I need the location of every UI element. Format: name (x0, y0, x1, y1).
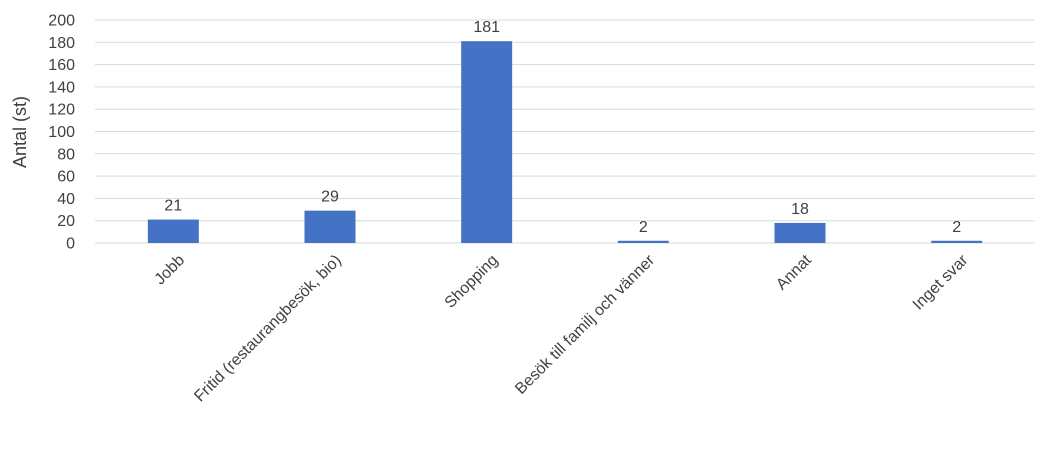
x-category-label: Shopping (442, 252, 502, 312)
y-tick-label: 120 (48, 102, 75, 119)
bar (931, 240, 983, 243)
bar (774, 222, 826, 243)
data-label: 2 (639, 219, 648, 236)
data-label: 21 (164, 198, 182, 215)
y-axis-title: Antal (st) (10, 96, 30, 168)
y-tick-label: 20 (57, 213, 75, 230)
x-category-label: Besök till familj och vänner (512, 251, 658, 397)
bar (461, 41, 513, 244)
x-category-label: Fritid (restaurangbesök, bio) (191, 252, 345, 406)
bar (147, 219, 199, 243)
data-label: 18 (791, 201, 809, 218)
data-label: 2 (952, 219, 961, 236)
y-tick-label: 60 (57, 169, 75, 186)
y-tick-label: 140 (48, 79, 75, 96)
y-tick-label: 200 (48, 13, 75, 30)
data-label: 181 (473, 19, 500, 36)
data-labels: 21 29 181 2 18 2 (164, 19, 961, 236)
x-category-label: Annat (773, 251, 815, 293)
x-category-label: Jobb (152, 252, 189, 289)
x-axis-category-labels: Jobb Fritid (restaurangbesök, bio) Shoppin… (152, 251, 972, 405)
y-tick-label: 100 (48, 124, 75, 141)
y-tick-label: 180 (48, 35, 75, 52)
x-category-label: Inget svar (910, 251, 972, 313)
bar (617, 240, 669, 243)
y-tick-label: 40 (57, 191, 75, 208)
bar (304, 210, 356, 243)
data-label: 29 (321, 189, 339, 206)
y-tick-label: 80 (57, 146, 75, 163)
bars (147, 41, 983, 244)
gridlines (95, 19, 1035, 244)
y-tick-label: 160 (48, 57, 75, 74)
y-tick-label: 0 (66, 236, 75, 253)
y-axis-ticks: 0 20 40 60 80 100 120 140 160 180 200 (48, 13, 75, 253)
